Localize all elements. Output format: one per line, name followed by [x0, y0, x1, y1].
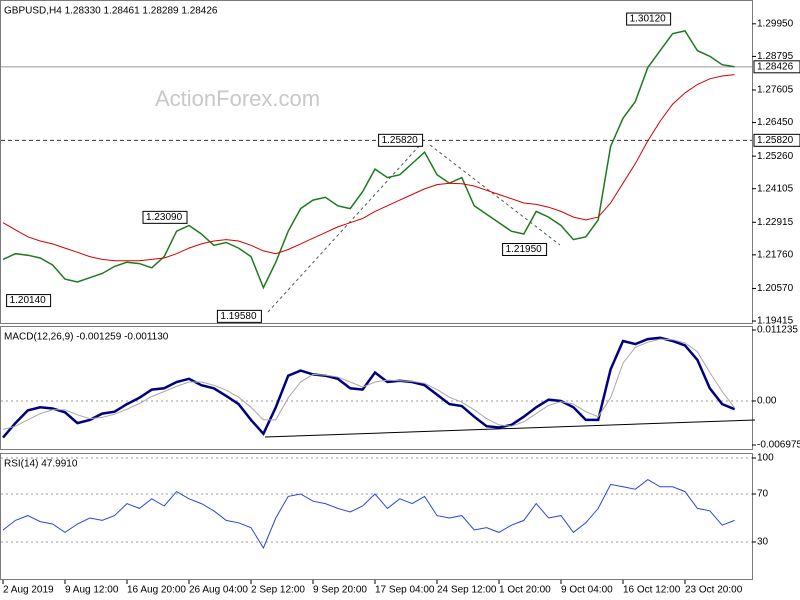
- price-trendline: [267, 144, 421, 313]
- annotation-box: [626, 12, 672, 26]
- pane-title: RSI(14) 47.9910: [4, 459, 78, 470]
- y-tick-label: 1.27605: [757, 85, 794, 96]
- pane-title: GBPUSD,H4 1.28330 1.28461 1.28289 1.2842…: [4, 6, 218, 17]
- series-line: [2, 478, 735, 550]
- x-tick-label: 17 Sep 04:00: [375, 585, 435, 596]
- series-line: [2, 336, 736, 439]
- price-label-box: [753, 60, 800, 74]
- annotation-label: 1.21950: [506, 244, 543, 255]
- y-tick-label: 1.22915: [757, 217, 794, 228]
- pane-title: MACD(12,26,9) -0.001259 -0.001130: [4, 332, 169, 343]
- annotation-box: [142, 210, 188, 224]
- x-tick-label: 9 Aug 12:00: [65, 585, 119, 596]
- series-line: [2, 74, 735, 262]
- annotation-label: 1.23090: [146, 212, 183, 223]
- x-tick-label: 26 Aug 04:00: [189, 585, 248, 596]
- annotation-box: [216, 309, 262, 323]
- y-tick-label: 1.25260: [757, 151, 794, 162]
- x-tick-label: 24 Sep 12:00: [437, 585, 497, 596]
- y-tick-label: 1.24105: [757, 183, 794, 194]
- rsi-pane-frame: [0, 453, 753, 580]
- annotation-label: 1.20140: [10, 295, 47, 306]
- x-tick-label: 9 Oct 04:00: [561, 585, 613, 596]
- macd-pane-frame: [0, 326, 753, 450]
- y-tick-label: 1.28795: [757, 51, 794, 62]
- series-line: [2, 30, 735, 290]
- annotation-box: [378, 133, 424, 147]
- y-tick-label: 1.29950: [757, 18, 794, 29]
- series-line: [2, 338, 735, 430]
- x-tick-label: 9 Sep 20:00: [313, 585, 367, 596]
- y-tick-label: 1.21760: [757, 250, 794, 261]
- x-tick-label: 16 Oct 12:00: [623, 585, 681, 596]
- annotation-label: 1.19580: [220, 311, 257, 322]
- price-pane-frame: [0, 0, 753, 324]
- price-label-box: [753, 133, 800, 147]
- y-tick-label: 1.26450: [757, 117, 794, 128]
- price-label: 1.25820: [757, 135, 794, 146]
- x-tick-label: 16 Aug 20:00: [127, 585, 186, 596]
- x-tick-label: 23 Oct 20:00: [685, 585, 743, 596]
- price-label: 1.28426: [757, 61, 794, 72]
- y-tick-label: 1.20570: [757, 283, 794, 294]
- y-tick-label: 0.011235: [757, 325, 798, 336]
- y-tick-label: 1.19415: [757, 316, 794, 327]
- y-tick-label: 70: [757, 489, 769, 500]
- annotation-label: 1.25820: [382, 135, 419, 146]
- watermark: ActionForex.com: [155, 86, 320, 111]
- y-tick-label: 30: [757, 537, 769, 548]
- y-tick-label: -0.006975: [757, 440, 800, 451]
- macd-trendline: [264, 419, 756, 438]
- y-tick-label: 0.00: [757, 396, 777, 407]
- annotation-box: [502, 243, 548, 257]
- x-tick-label: 1 Oct 20:00: [499, 585, 551, 596]
- y-tick-label: 100: [757, 453, 774, 464]
- annotation-label: 1.30120: [630, 14, 667, 25]
- annotation-box: [6, 294, 52, 308]
- x-tick-label: 2 Aug 2019: [3, 585, 54, 596]
- x-tick-label: 2 Sep 12:00: [251, 585, 305, 596]
